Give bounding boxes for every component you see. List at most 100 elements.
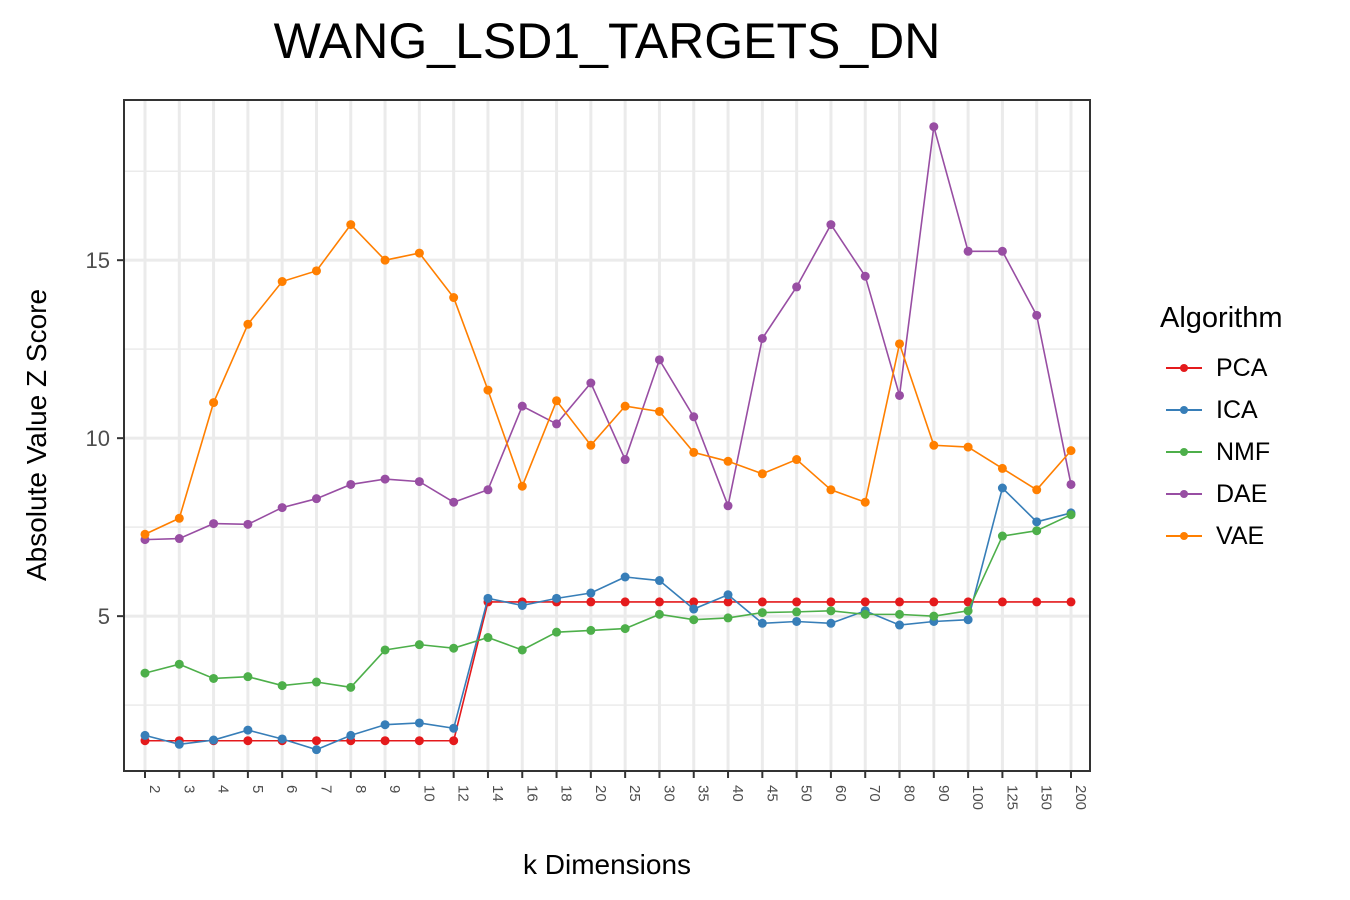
data-point-nmf (826, 606, 836, 616)
x-axis-title: k Dimensions (523, 849, 691, 880)
data-point-dae (552, 419, 562, 429)
data-point-vae (449, 293, 459, 303)
legend-label-pca: PCA (1216, 353, 1268, 382)
series-pca (140, 597, 1076, 746)
data-point-ica (517, 600, 527, 610)
x-tick-label: 2 (146, 785, 163, 793)
data-point-nmf (689, 615, 699, 625)
data-point-vae (963, 442, 973, 452)
data-point-ica (620, 572, 630, 582)
data-point-vae (174, 513, 184, 523)
legend-key-vae (1160, 521, 1208, 551)
data-point-ica (311, 745, 321, 755)
data-point-dae (895, 390, 905, 400)
legend-key-pca (1160, 353, 1208, 383)
data-point-vae (140, 529, 150, 539)
data-point-vae (586, 440, 596, 450)
data-point-pca (689, 597, 699, 607)
data-point-vae (929, 440, 939, 450)
data-point-pca (792, 597, 802, 607)
data-point-dae (1032, 310, 1042, 320)
legend-title: Algorithm (1160, 302, 1283, 334)
data-point-ica (140, 730, 150, 740)
data-point-nmf (552, 627, 562, 637)
data-point-nmf (1066, 510, 1076, 520)
data-point-nmf (346, 682, 356, 692)
data-point-nmf (586, 625, 596, 635)
data-point-pca (895, 597, 905, 607)
data-point-pca (1066, 597, 1076, 607)
data-point-pca (757, 597, 767, 607)
legend-key-ica (1160, 395, 1208, 425)
legend-label-ica: ICA (1216, 395, 1258, 424)
data-point-pca (586, 597, 596, 607)
data-point-vae (860, 497, 870, 507)
data-point-pca (449, 736, 459, 746)
data-point-pca (380, 736, 390, 746)
data-point-nmf (517, 645, 527, 655)
plot-panel-background (124, 100, 1090, 771)
legend: Algorithm PCA ICA NMF DAE VAE (1160, 302, 1283, 557)
series-line-pca (145, 601, 1071, 742)
data-point-nmf (449, 643, 459, 653)
x-tick-label: 18 (558, 785, 575, 802)
data-point-pca (654, 597, 664, 607)
legend-item-vae: VAE (1160, 515, 1283, 557)
data-point-nmf (757, 608, 767, 618)
data-point-dae (757, 333, 767, 343)
x-tick-label: 80 (901, 785, 918, 802)
data-point-ica (380, 720, 390, 730)
data-point-pca (929, 597, 939, 607)
data-point-nmf (311, 677, 321, 687)
x-tick-label: 4 (215, 785, 232, 793)
data-point-vae (792, 455, 802, 465)
series-nmf (140, 510, 1076, 692)
data-point-vae (277, 277, 287, 287)
data-point-vae (552, 396, 562, 406)
data-point-dae (380, 474, 390, 484)
data-point-nmf (929, 611, 939, 621)
legend-item-pca: PCA (1160, 347, 1283, 389)
data-point-nmf (277, 681, 287, 691)
legend-items: PCA ICA NMF DAE VAE (1160, 347, 1283, 557)
x-tick-label: 200 (1072, 785, 1089, 810)
data-point-vae (380, 255, 390, 265)
x-tick-label: 70 (866, 785, 883, 802)
legend-label-vae: VAE (1216, 521, 1265, 550)
data-point-dae (929, 122, 939, 132)
data-point-ica (243, 725, 253, 735)
x-tick-label: 60 (832, 785, 849, 802)
data-point-ica (723, 590, 733, 600)
x-tick-label: 100 (969, 785, 986, 810)
data-point-vae (1032, 485, 1042, 495)
x-tick-label: 30 (660, 785, 677, 802)
data-point-nmf (414, 640, 424, 650)
data-point-nmf (895, 609, 905, 619)
x-tick-label: 90 (935, 785, 952, 802)
x-tick-label: 6 (283, 785, 300, 793)
series-line-nmf (144, 513, 1072, 689)
data-point-pca (860, 597, 870, 607)
data-point-nmf (380, 645, 390, 655)
data-point-vae (997, 463, 1007, 473)
data-point-dae (586, 378, 596, 388)
x-tick-label: 10 (420, 785, 437, 802)
data-point-dae (243, 519, 253, 529)
data-point-nmf (243, 672, 253, 682)
legend-label-nmf: NMF (1216, 437, 1271, 466)
x-tick-label: 3 (180, 785, 197, 793)
data-point-vae (723, 456, 733, 466)
data-point-dae (346, 479, 356, 489)
data-point-ica (895, 620, 905, 630)
x-tick-label: 25 (626, 785, 643, 802)
data-point-nmf (997, 531, 1007, 541)
data-point-dae (209, 519, 219, 529)
data-point-nmf (723, 613, 733, 623)
y-tick-label: 10 (86, 426, 110, 451)
data-point-dae (483, 485, 493, 495)
data-point-vae (209, 398, 219, 408)
data-point-ica (174, 739, 184, 749)
data-point-dae (826, 220, 836, 230)
